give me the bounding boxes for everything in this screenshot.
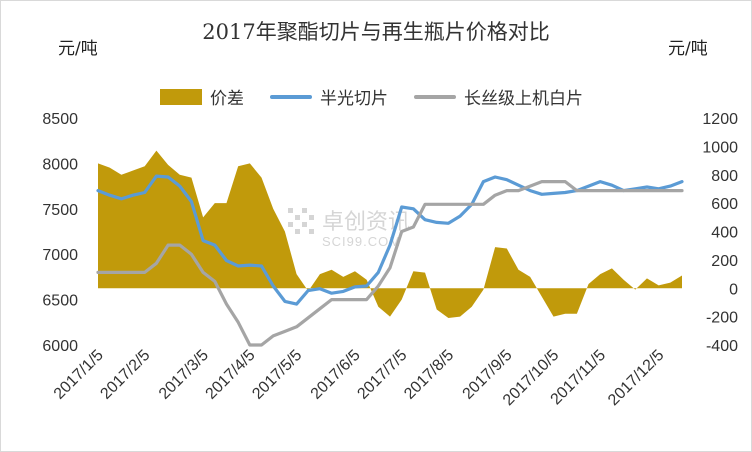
right-tick-label: 600 [711,196,738,213]
legend-label-filament-white-flake: 长丝级上机白片 [464,89,583,109]
right-axis-unit: 元/吨 [668,39,708,59]
right-tick-label: 200 [711,253,738,270]
x-tick-label: 2017/8/5 [401,347,457,403]
right-tick-label: -200 [706,310,738,327]
right-tick-label: 1200 [702,111,738,128]
right-tick-label: 0 [729,281,738,298]
watermark-logo-cell [288,208,293,213]
legend-swatch-filament-white-flake [414,94,456,99]
x-tick-label: 2017/4/5 [203,347,259,403]
watermark-logo-cell [302,208,307,213]
x-tick-label: 2017/5/5 [249,347,305,403]
series-area-spread [98,150,682,319]
watermark-logo-cell [295,215,300,220]
series-line-filament-white-flake [96,180,684,347]
left-tick-label: 7500 [42,202,78,219]
watermark-text-en: SCI99.COM [322,234,401,249]
x-tick-label: 2017/3/5 [156,347,212,403]
watermark-logo-cell [288,222,293,227]
legend-item-semi-dull-chip: 半光切片 [270,84,388,109]
watermark-logo-cell [309,215,314,220]
legend: 价差 半光切片 长丝级上机白片 [160,84,609,109]
legend-swatch-spread [160,88,202,105]
left-tick-label: 6500 [42,293,78,310]
x-tick-label: 2017/1/5 [51,347,107,403]
left-tick-label: 8500 [42,111,78,128]
x-tick-label: 2017/6/5 [308,347,364,403]
right-tick-label: 800 [711,168,738,185]
watermark-logo-cell [295,229,300,234]
left-axis-unit: 元/吨 [58,39,98,59]
right-tick-label: 400 [711,225,738,242]
right-tick-label: -400 [706,338,738,355]
legend-label-semi-dull-chip: 半光切片 [320,89,388,109]
watermark-logo-cell [302,222,307,227]
x-tick-label: 2017/7/5 [354,347,410,403]
legend-item-filament-white-flake: 长丝级上机白片 [414,84,583,109]
left-tick-label: 6000 [42,338,78,355]
right-tick-label: 1000 [702,139,738,156]
x-tick-label: 2017/2/5 [97,347,153,403]
watermark-logo-cell [309,229,314,234]
left-tick-label: 8000 [42,156,78,173]
legend-item-spread: 价差 [160,84,244,109]
legend-label-spread: 价差 [210,89,244,109]
x-tick-label: 2017/12/5 [605,347,667,409]
chart-title: 2017年聚酯切片与再生瓶片价格对比 [202,20,550,44]
left-tick-label: 7000 [42,247,78,264]
legend-swatch-semi-dull-chip [270,94,312,99]
series-line-semi-dull-chip [96,174,684,306]
